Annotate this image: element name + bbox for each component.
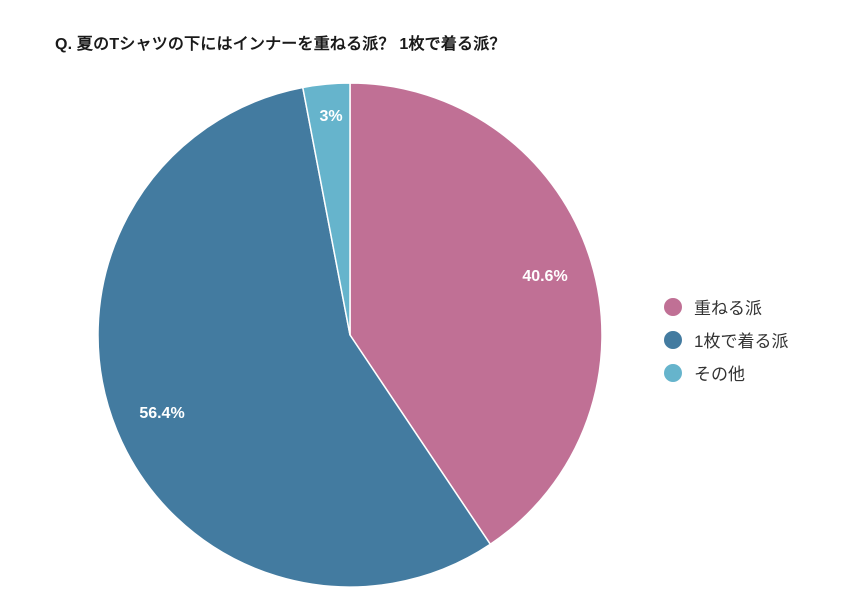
slice-label-other: 3%	[319, 108, 342, 125]
chart-legend: 重ねる派 1枚で着る派 その他	[664, 290, 788, 389]
legend-swatch-icon	[664, 330, 682, 349]
slice-label-single: 56.4%	[139, 405, 184, 422]
legend-swatch-icon	[664, 297, 682, 316]
chart-title: Q. 夏のTシャツの下にはインナーを重ねる派？ 1枚で着る派？	[55, 36, 506, 53]
pie-slice-layered[interactable]	[349, 82, 603, 546]
legend-item-other[interactable]: その他	[664, 356, 788, 389]
slice-label-layered: 40.6%	[522, 268, 567, 285]
legend-label: 1枚で着る派	[694, 332, 789, 351]
pie-slice-single[interactable]	[97, 86, 492, 588]
legend-label: その他	[694, 365, 745, 384]
legend-label: 重ねる派	[694, 299, 762, 318]
pie-slices	[97, 82, 603, 588]
pie-slice-other[interactable]	[301, 82, 351, 336]
legend-swatch-icon	[664, 363, 682, 382]
legend-item-layered[interactable]: 重ねる派	[664, 290, 788, 323]
legend-item-single[interactable]: 1枚で着る派	[664, 323, 788, 356]
